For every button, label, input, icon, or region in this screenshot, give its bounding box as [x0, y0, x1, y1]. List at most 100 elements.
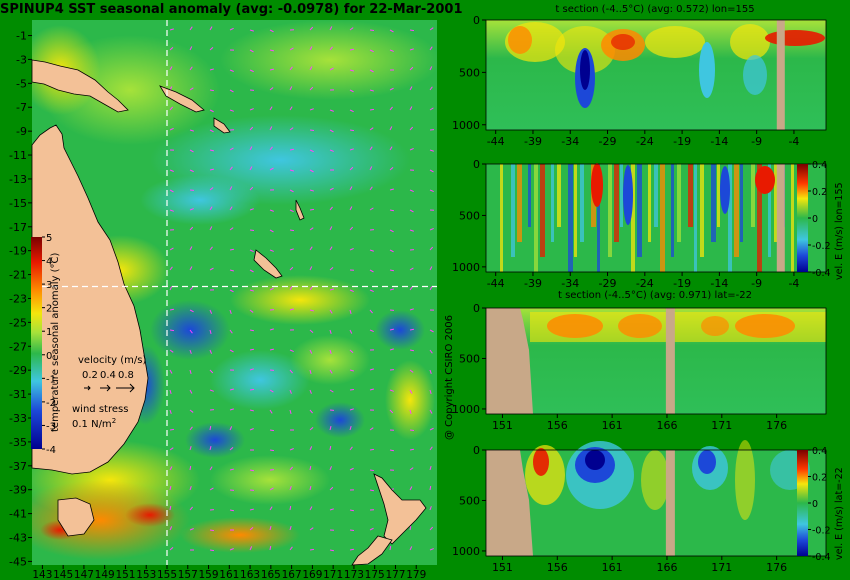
map-x-tick-label: 173	[344, 569, 364, 580]
nz-south-island	[351, 535, 393, 566]
wind-arrow	[429, 446, 433, 451]
wind-arrow	[209, 46, 214, 51]
section-x-tick-label: -24	[636, 135, 654, 148]
wind-arrow	[369, 427, 374, 431]
vel-stripe	[597, 164, 600, 272]
wind-arrow	[309, 389, 312, 394]
map-x-tick-label: 179	[406, 569, 426, 580]
wind-arrow	[429, 286, 433, 291]
wind-arrow	[369, 448, 375, 451]
wind-arrow	[349, 186, 353, 191]
map-y-tick-label: -3	[16, 53, 27, 66]
map-y-tick-label: -15	[9, 197, 27, 210]
section-x-tick-label: 166	[656, 419, 677, 432]
wind-arrow	[309, 26, 314, 31]
wind-arrow	[249, 69, 254, 73]
wind-arrow	[369, 309, 373, 314]
wind-arrow	[389, 87, 394, 91]
wind-arrow	[329, 246, 333, 251]
wind-arrow	[229, 186, 233, 191]
wind-arrow	[249, 508, 255, 511]
vel-colorbar-ticks: 0.4 0.2 0 -0.2 -0.4 0.4 0.2 0 -0.2 -0.4	[808, 160, 831, 563]
wind-arrow	[429, 27, 434, 31]
wind-arrow	[309, 329, 314, 333]
wind-arrow	[309, 246, 313, 251]
wind-arrow	[389, 106, 393, 111]
wind-arrow	[369, 108, 375, 111]
wind-arrow	[189, 266, 193, 271]
section-y-tick-label: 500	[459, 494, 480, 507]
wind-arrow	[309, 189, 314, 192]
wind-arrow	[189, 26, 193, 31]
wind-arrow	[329, 206, 333, 211]
wind-arrow	[269, 87, 274, 91]
wind-arrow	[269, 287, 274, 291]
section-y-tick-label: 500	[459, 352, 480, 365]
wind-arrow	[329, 349, 332, 354]
wind-arrow	[429, 466, 432, 471]
wind-arrow	[189, 129, 194, 132]
wind-arrow	[429, 329, 434, 333]
section-x-tick-label: -9	[751, 135, 762, 148]
vel-stripe	[648, 164, 651, 242]
wind-arrow	[349, 388, 355, 391]
wind-arrow	[249, 348, 255, 351]
section-x-tick-label: 151	[492, 561, 513, 574]
map-x-tick-label: 151	[115, 569, 135, 580]
wind-arrow	[369, 388, 374, 391]
map-y-tick-label: -1	[16, 30, 27, 43]
wind-arrow	[369, 329, 374, 333]
wind-arrow	[409, 546, 413, 551]
wind-arrow	[349, 48, 355, 51]
wind-arrow	[249, 269, 254, 273]
wind-arrow	[389, 49, 394, 52]
vel-stripe	[711, 164, 716, 242]
temp-colorbar-tick-label: 1	[46, 327, 52, 338]
wind-arrow	[349, 69, 355, 72]
temp-colorbar-tick-label: 0	[46, 351, 52, 362]
wind-arrow	[269, 409, 273, 414]
wind-arrow	[289, 127, 294, 131]
wind-arrow	[409, 389, 413, 394]
wind-arrow	[229, 548, 234, 551]
wind-arrow	[409, 86, 413, 91]
wind-arrow	[229, 408, 234, 411]
wind-arrow	[209, 389, 214, 392]
wind-arrow	[349, 129, 355, 132]
wind-arrow	[209, 206, 213, 211]
map-x-tick-label: 153	[136, 569, 156, 580]
wind-arrow	[309, 66, 313, 71]
wind-arrow	[249, 166, 253, 171]
wind-legend-value-text: 0.1 N/m	[72, 419, 112, 430]
wind-arrow	[329, 109, 334, 112]
vel-stripe	[557, 164, 561, 227]
map-x-tick-label: 161	[219, 569, 239, 580]
wind-arrow	[389, 249, 394, 253]
wind-arrow	[389, 288, 395, 291]
wind-arrow	[209, 226, 213, 231]
vel-feature	[591, 163, 603, 207]
wind-arrow	[369, 69, 374, 73]
vel-stripe	[694, 164, 697, 272]
vel-colorbar-lat-label: vel. E (m/s) lat=-22	[834, 467, 845, 560]
wind-arrow	[289, 486, 292, 491]
wind-arrow	[329, 267, 334, 271]
wind-arrow	[169, 466, 173, 471]
wind-arrow	[189, 66, 193, 71]
section-y-tick-label: 0	[473, 14, 480, 27]
wind-arrow	[429, 169, 434, 173]
wind-arrow	[189, 389, 193, 394]
temp-colorbar-tick-label: -1	[46, 374, 56, 385]
vel-stripe	[700, 164, 704, 257]
wind-arrow	[369, 186, 373, 191]
section-x-tick-label: -4	[788, 277, 799, 290]
map-x-tick-label: 149	[95, 569, 115, 580]
wind-arrow	[269, 389, 274, 393]
wind-arrow	[209, 89, 215, 92]
vel-feature	[755, 166, 775, 194]
wind-arrow	[349, 529, 355, 532]
wind-arrow	[349, 89, 354, 93]
wind-arrow	[289, 47, 294, 51]
wind-arrow	[169, 286, 173, 291]
vel-stripe	[728, 164, 732, 272]
